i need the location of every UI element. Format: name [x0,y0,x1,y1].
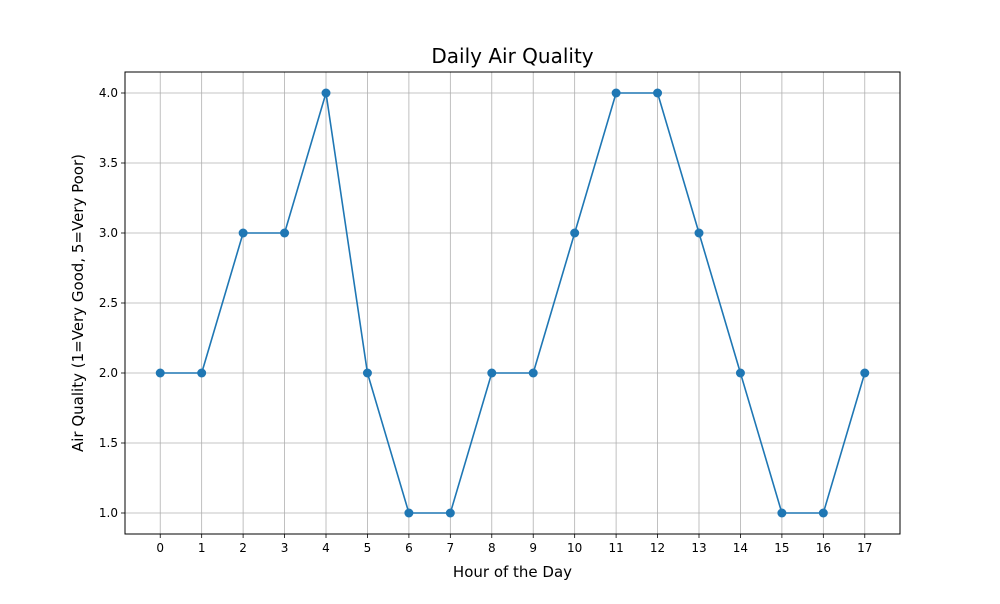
chart-title: Daily Air Quality [431,44,593,68]
y-tick-label: 1.5 [99,436,118,450]
data-point [321,88,331,98]
data-point [860,368,870,378]
x-tick-label: 17 [857,541,872,555]
x-axis-label: Hour of the Day [453,563,572,581]
y-axis-label: Air Quality (1=Very Good, 5=Very Poor) [69,154,87,452]
y-tick-label: 2.5 [99,296,118,310]
data-point [404,508,414,518]
x-tick-label: 5 [364,541,372,555]
data-point [777,508,787,518]
y-tick-label: 3.5 [99,156,118,170]
x-tick-label: 16 [816,541,831,555]
data-point [197,368,207,378]
x-tick-label: 1 [198,541,206,555]
x-tick-label: 14 [733,541,748,555]
x-tick-label: 11 [608,541,623,555]
data-point [735,368,745,378]
data-point [570,228,580,238]
x-tick-label: 8 [488,541,496,555]
data-point [487,368,497,378]
y-tick-label: 2.0 [99,366,118,380]
y-tick-label: 1.0 [99,506,118,520]
plot-frame [124,71,901,535]
data-point [362,368,372,378]
data-point [155,368,165,378]
y-tick-label: 3.0 [99,226,118,240]
x-tick-label: 15 [774,541,789,555]
data-point [238,228,248,238]
x-tick-label: 10 [567,541,582,555]
series [155,88,870,518]
data-point [528,368,538,378]
data-point [694,228,704,238]
data-point [445,508,455,518]
x-tick-label: 3 [281,541,289,555]
y-tick-labels: 1.0 1.5 2.0 2.5 3.0 3.5 4.0 [99,86,118,520]
x-tick-label: 12 [650,541,665,555]
x-tick-label: 6 [405,541,413,555]
x-tick-label: 4 [322,541,330,555]
x-tick-label: 7 [447,541,455,555]
grid [125,72,900,534]
data-point [611,88,621,98]
y-tick-label: 4.0 [99,86,118,100]
x-tick-labels: 0 1 2 3 4 5 6 7 8 9 10 11 12 13 14 15 16 17 [156,541,872,555]
data-point [653,88,663,98]
data-point [818,508,828,518]
x-tick-label: 9 [529,541,537,555]
x-tick-label: 13 [691,541,706,555]
data-point [280,228,290,238]
tick-marks [121,92,866,538]
x-tick-label: 0 [156,541,164,555]
series-line [160,92,866,514]
x-tick-label: 2 [239,541,247,555]
